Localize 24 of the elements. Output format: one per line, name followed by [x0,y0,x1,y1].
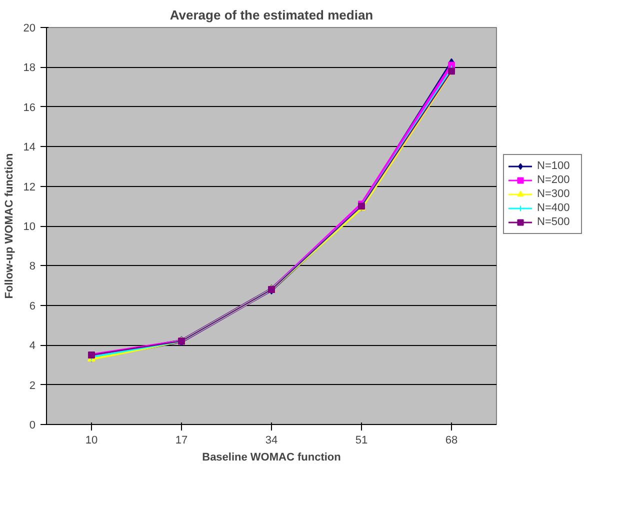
chart-title: Average of the estimated median [170,8,374,22]
x-tick-label: 51 [355,434,368,446]
y-tick-label: 18 [23,62,36,74]
y-tick-label: 20 [23,22,36,34]
y-tick-label: 4 [29,340,36,352]
y-tick-label: 6 [29,300,36,312]
y-tick-label: 16 [23,102,36,114]
y-tick-label: 14 [23,142,36,154]
y-tick-label: 8 [29,260,36,273]
y-tick-label: 10 [23,221,36,233]
y-axis-title: Follow-up WOMAC function [3,153,16,299]
legend-label: N=500 [537,215,571,229]
legend-label: N=100 [537,159,571,173]
y-tick-label: 0 [29,420,36,432]
legend-label: N=400 [537,201,571,215]
x-tick-label: 10 [85,434,98,446]
legend-label: N=200 [537,173,571,187]
x-tick-label: 17 [175,434,188,446]
y-tick-label: 12 [23,181,36,194]
x-axis-title: Baseline WOMAC function [202,452,342,464]
legend-label: N=300 [537,187,571,201]
x-tick-label: 68 [445,434,458,446]
x-tick-label: 34 [265,434,278,446]
y-tick-label: 2 [29,380,36,392]
